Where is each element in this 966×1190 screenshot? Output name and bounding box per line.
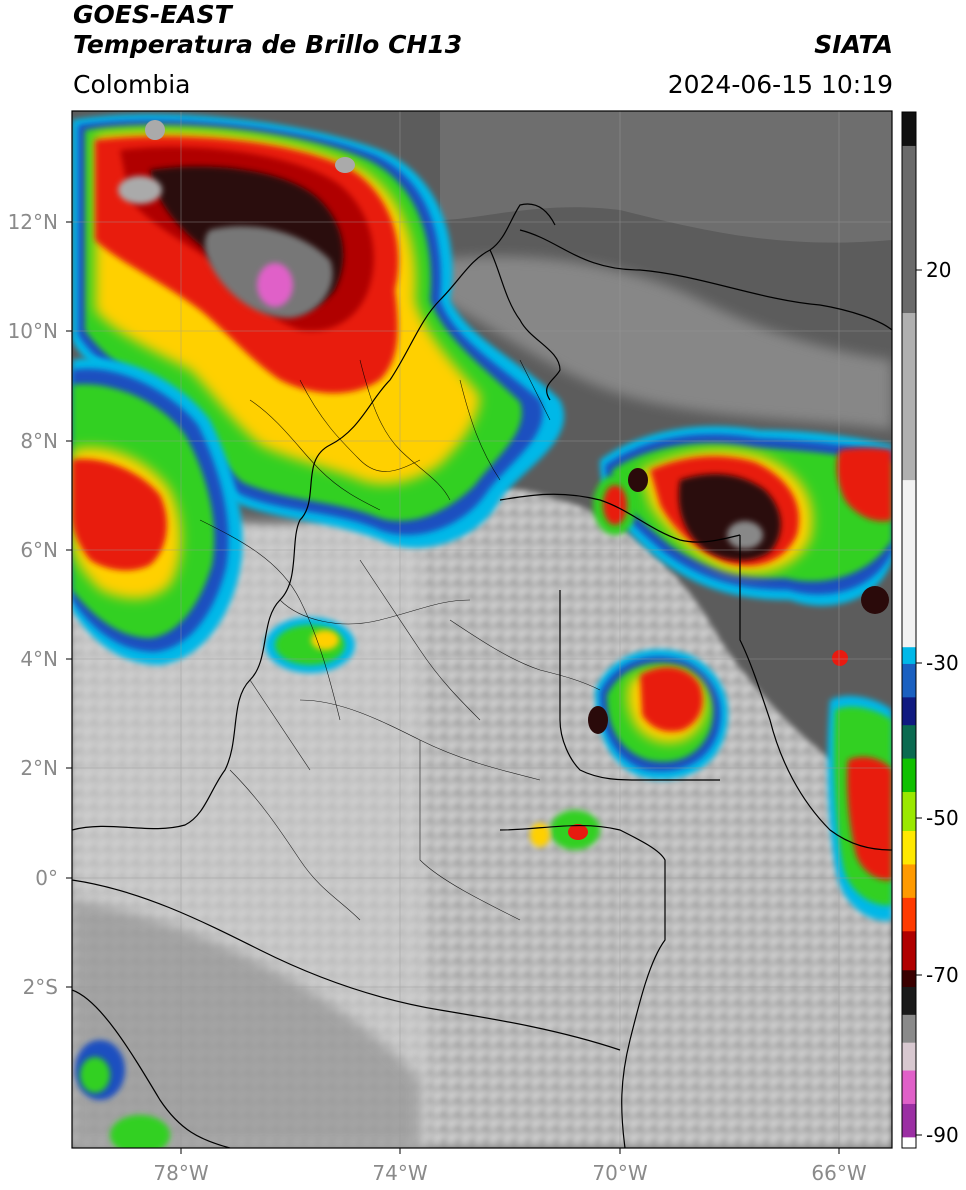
lat-label: 6°N [20,538,58,562]
lat-label: 2°N [20,756,58,780]
colorbar-tick-label: -70 [926,963,959,987]
colorbar-tick-label: -90 [926,1123,959,1147]
colorbar-segment [902,969,916,987]
lon-label: 74°W [372,1161,427,1185]
lat-label: 12°N [8,210,58,234]
border-brazil [499,824,666,1148]
satellite-image [72,111,892,1148]
storm-central [265,617,355,673]
storm-llanos [588,649,729,780]
lat-label: 2°S [23,975,58,999]
colorbar-segment [902,897,916,932]
colorbar-segment [902,758,916,793]
borders [72,203,892,1148]
border-venezuela-north [499,493,741,543]
lon-label: 78°W [153,1161,208,1185]
venezuela-coast [519,229,892,331]
colorbar-segment [902,312,916,481]
graticule [72,111,892,1148]
colorbar-segment [902,1103,916,1138]
border-venezuela-east [739,535,892,851]
colorbar-segment [902,1136,916,1149]
storm-pacific-west [72,358,243,665]
colorbar-tick-label: -30 [926,651,959,675]
colorbar-segment [902,145,916,314]
colorbar-segment [902,724,916,759]
region-label: Colombia [73,70,191,99]
lat-label: 4°N [20,647,58,671]
colorbar-segment [902,986,916,1015]
cloud-south-dark [72,900,420,1148]
colorbar-tick-label: 20 [926,258,951,282]
storm-venezuela-east [593,426,892,606]
colorbar-segment [902,646,916,664]
lat-label: 0° [35,866,58,890]
lon-label: 66°W [811,1161,866,1185]
colorbar-segment [902,863,916,898]
coastline-west [72,203,556,831]
timestamp-label: 2024-06-15 10:19 [667,70,893,99]
colorbar-segment [902,830,916,865]
storm-small-cells [75,810,600,1148]
coast-ecuador [72,989,231,1148]
product-title: Temperatura de Brillo CH13 [73,30,463,59]
lat-label: 10°N [8,319,58,343]
guajira-coast [489,249,561,401]
brand-label: SIATA [814,30,893,59]
department-borders [199,359,601,921]
cloud-venezuela [440,256,892,430]
colorbar [901,111,917,1149]
caribbean-sea-dark [440,111,892,243]
colorbar-tick-label: -50 [926,806,959,830]
colorbar-segment [902,663,916,698]
storm-east-border [827,586,892,921]
colorbar-segment [902,930,916,971]
map-frame [71,110,893,1149]
colorbar-segment [902,479,916,648]
border-vichada [559,590,720,781]
border-ecuador-peru [72,879,621,1051]
lat-label: 8°N [20,429,58,453]
lon-label: 70°W [592,1161,647,1185]
colorbar-segment [902,1014,916,1043]
satellite-title: GOES-EAST [73,0,232,29]
longitude-axis: 78°W 74°W 70°W 66°W [153,1148,867,1185]
colorbar-segment [902,1070,916,1104]
colorbar-segment [902,696,916,726]
title-block: GOES-EAST Temperatura de Brillo CH13 [73,0,462,60]
colorbar-segment [902,112,916,146]
colorbar-labels: 20 -30 -50 -70 -90 [916,258,959,1147]
latitude-axis: 12°N 10°N 8°N 6°N 4°N 2°N 0° 2°S [8,210,72,999]
colorbar-segment [902,791,916,832]
colorbar-frame [901,111,917,1149]
colorbar-segment [902,1042,916,1071]
